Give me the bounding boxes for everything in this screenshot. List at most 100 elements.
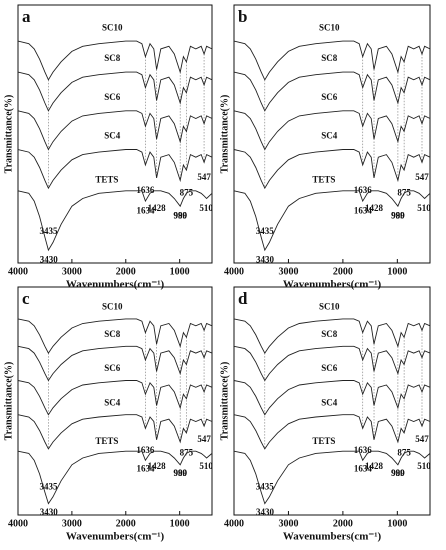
spectrum-line — [233, 40, 431, 81]
tets-peak-label: 3430 — [40, 507, 59, 517]
peak-label: 1428 — [365, 203, 384, 213]
series-label: SC4 — [104, 397, 121, 407]
plot-frame — [233, 286, 431, 516]
tets-peak-label: 1634 — [137, 463, 156, 473]
x-axis-title: Wavenumbers(cm⁻¹) — [66, 279, 165, 291]
y-axis-title: Transmittance(%) — [219, 95, 230, 174]
tets-peak-label: 3430 — [40, 254, 59, 264]
series-label: SC4 — [321, 131, 338, 141]
tets-peak-label: 989 — [391, 468, 405, 478]
peak-label: 3435 — [39, 226, 58, 236]
spectrum-line — [233, 190, 431, 252]
peak-label: 1428 — [148, 461, 167, 471]
tets-peak-label: 989 — [391, 211, 405, 221]
peak-label: 990 — [391, 211, 405, 221]
peak-label: 547 — [415, 172, 429, 182]
tets-peak-label: 510 — [199, 203, 213, 213]
peak-label: 3435 — [39, 482, 58, 492]
series-label: SC8 — [104, 53, 121, 63]
peak-label: 547 — [415, 434, 429, 444]
series-label: SC8 — [321, 329, 338, 339]
panel-label: d — [238, 289, 248, 308]
spectrum-line — [17, 318, 213, 354]
spectrum-line — [233, 414, 431, 450]
peak-label: 1636 — [354, 445, 373, 455]
x-tick-label: 4000 — [8, 518, 28, 529]
series-label: TETS — [95, 175, 118, 185]
tets-peak-label: 3430 — [256, 254, 275, 264]
series-label: SC6 — [321, 92, 338, 102]
series-label: TETS — [95, 436, 118, 446]
peak-label: 875 — [180, 448, 194, 458]
peak-label: 547 — [197, 434, 211, 444]
y-axis-title: Transmittance(%) — [3, 95, 14, 174]
spectrum-line — [17, 71, 213, 112]
series-label: SC10 — [319, 22, 340, 32]
x-tick-label: 1000 — [170, 266, 190, 277]
peak-label: 1428 — [365, 461, 384, 471]
peak-label: 990 — [173, 468, 187, 478]
tets-peak-label: 1634 — [137, 205, 156, 215]
x-tick-label: 2000 — [333, 518, 353, 529]
peak-label: 1428 — [148, 203, 167, 213]
x-tick-label: 2000 — [116, 266, 136, 277]
spectrum-line — [17, 149, 213, 190]
peak-label: 1636 — [136, 445, 155, 455]
tets-peak-label: 510 — [417, 203, 431, 213]
tets-peak-label: 3430 — [256, 507, 275, 517]
x-axis-title: Wavenumbers(cm⁻¹) — [66, 531, 165, 543]
series-label: SC4 — [104, 131, 121, 141]
tets-peak-label: 989 — [174, 211, 188, 221]
series-label: SC10 — [319, 302, 340, 312]
x-tick-label: 4000 — [224, 266, 244, 277]
series-label: TETS — [312, 436, 335, 446]
series-label: TETS — [312, 175, 335, 185]
peak-label: 1636 — [136, 185, 155, 195]
tets-peak-label: 510 — [199, 461, 213, 471]
series-label: SC6 — [104, 92, 121, 102]
peak-label: 3435 — [256, 226, 275, 236]
x-tick-label: 3000 — [62, 518, 82, 529]
spectrum-line — [233, 149, 431, 190]
x-tick-label: 2000 — [333, 266, 353, 277]
x-tick-label: 1000 — [170, 518, 190, 529]
x-axis-title: Wavenumbers(cm⁻¹) — [283, 531, 382, 543]
spectrum-line — [17, 40, 213, 81]
panel-label: a — [22, 7, 31, 26]
spectrum-line — [17, 380, 213, 416]
x-tick-label: 3000 — [62, 266, 82, 277]
x-tick-label: 1000 — [387, 266, 407, 277]
peak-label: 990 — [391, 468, 405, 478]
tets-peak-label: 510 — [417, 461, 431, 471]
x-tick-label: 4000 — [224, 518, 244, 529]
series-label: SC6 — [321, 363, 338, 373]
spectrum-line — [233, 71, 431, 112]
y-axis-title: Transmittance(%) — [3, 362, 14, 441]
x-tick-label: 2000 — [116, 518, 136, 529]
x-tick-label: 3000 — [278, 266, 298, 277]
series-label: SC10 — [102, 302, 123, 312]
series-label: SC8 — [104, 329, 121, 339]
spectrum-line — [17, 345, 213, 382]
tets-peak-label: 989 — [174, 468, 188, 478]
peak-label: 547 — [197, 172, 211, 182]
spectrum-line — [233, 450, 431, 505]
peak-label: 875 — [397, 187, 411, 197]
series-label: SC8 — [321, 53, 338, 63]
peak-label: 990 — [173, 211, 187, 221]
x-axis-title: Wavenumbers(cm⁻¹) — [283, 279, 382, 291]
spectrum-line — [233, 110, 431, 151]
series-label: SC10 — [102, 22, 123, 32]
tets-peak-label: 1634 — [354, 205, 373, 215]
spectrum-line — [233, 380, 431, 416]
peak-label: 875 — [180, 187, 194, 197]
panel-label: b — [238, 7, 247, 26]
peak-label: 1636 — [354, 185, 373, 195]
spectrum-line — [17, 414, 213, 450]
spectrum-line — [17, 450, 213, 505]
spectrum-line — [233, 318, 431, 354]
x-tick-label: 1000 — [387, 518, 407, 529]
series-label: SC6 — [104, 363, 121, 373]
x-tick-label: 3000 — [278, 518, 298, 529]
plot-frame — [17, 286, 213, 516]
